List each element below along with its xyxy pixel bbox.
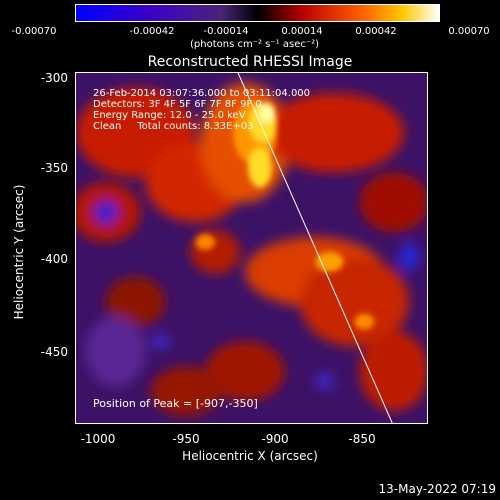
timestamp: 13-May-2022 07:19 (378, 482, 496, 496)
colorbar-tick: -0.00014 (203, 26, 249, 37)
colorbar (75, 4, 440, 22)
image-plot (75, 72, 428, 424)
y-tick: -400 (40, 252, 68, 266)
image-title: Reconstructed RHESSI Image (147, 54, 353, 70)
y-tick: -350 (40, 161, 68, 175)
time-range-label: 26-Feb-2014 03:07:36.000 to 03:11:04.000 (93, 88, 311, 99)
colorbar-tick: -0.00070 (11, 26, 57, 37)
y-tick: -450 (40, 345, 68, 359)
x-tick: -950 (172, 432, 200, 446)
x-tick: -1000 (80, 432, 116, 446)
y-axis-label: Heliocentric Y (arcsec) (12, 184, 26, 320)
heatmap (76, 73, 427, 423)
x-tick: -900 (261, 432, 289, 446)
x-tick: -850 (348, 432, 376, 446)
clean-counts-label: Clean Total counts: 8.33E+03 (93, 121, 254, 132)
x-axis-label: Heliocentric X (arcsec) (182, 449, 318, 463)
peak-position-label: Position of Peak = [-907,-350] (93, 397, 258, 410)
colorbar-tick: 0.00070 (448, 26, 490, 37)
energy-range-label: Energy Range: 12.0 - 25.0 keV (93, 110, 246, 121)
detectors-label: Detectors: 3F 4F 5F 6F 7F 8F 9F 0 (93, 99, 262, 110)
colorbar-tick: -0.00042 (129, 26, 175, 37)
colorbar-tick: 0.00042 (355, 26, 397, 37)
colorbar-units: (photons cm⁻² s⁻¹ asec⁻²) (190, 39, 320, 50)
colorbar-tick: 0.00014 (281, 26, 323, 37)
y-tick: -300 (40, 71, 68, 85)
